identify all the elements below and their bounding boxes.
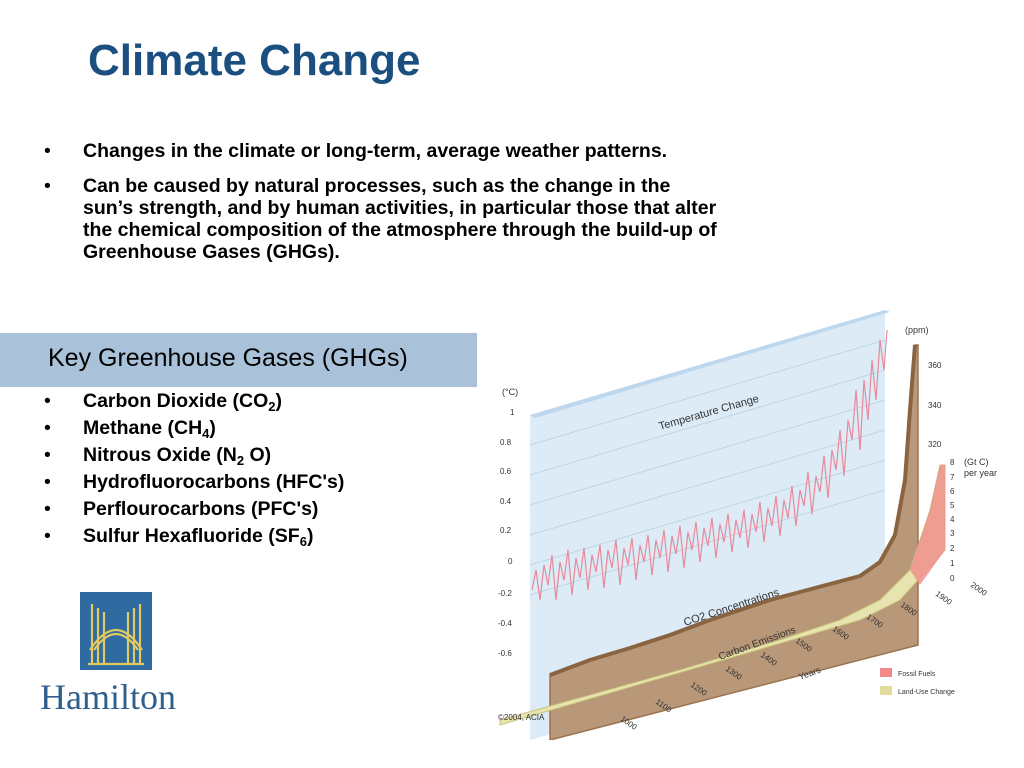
bullet-dot: • xyxy=(44,444,51,466)
co2-ribbon-top xyxy=(549,344,917,677)
ghg-item: • Perflourocarbons (PFC's) xyxy=(44,496,344,523)
ghg-item: • Hydrofluorocarbons (HFC's) xyxy=(44,469,344,496)
slide-title: Climate Change xyxy=(88,36,421,85)
figure-credit: ©2004, ACIA xyxy=(498,713,545,722)
bullet-text: Can be caused by natural processes, such… xyxy=(83,175,717,263)
ghg-item-tail: ) xyxy=(275,390,283,412)
temp-tick: -0.4 xyxy=(498,619,512,628)
gtc-tick: 0 xyxy=(950,574,955,583)
ghg-item-text: Methane (CH xyxy=(83,417,203,439)
gtc-tick: 3 xyxy=(950,529,955,538)
gtc-tick: 7 xyxy=(950,473,955,482)
gtc-tick: 8 xyxy=(950,458,955,467)
ghg-item-subscript: 4 xyxy=(202,426,210,441)
gtc-ticks: 8 7 6 5 4 3 2 1 0 xyxy=(950,458,955,583)
ghg-item-text: Sulfur Hexafluoride (SF xyxy=(83,525,300,547)
intro-bullets: • Changes in the climate or long-term, av… xyxy=(44,140,724,276)
logo-arch-icon xyxy=(88,604,144,666)
bullet-dot: • xyxy=(44,175,51,197)
gtc-tick: 5 xyxy=(950,501,955,510)
temp-tick: 0 xyxy=(508,557,513,566)
temp-tick: 0.8 xyxy=(500,438,512,447)
bullet-dot: • xyxy=(44,390,51,412)
gtc-tick: 1 xyxy=(950,559,955,568)
ghg-item-text: Hydrofluorocarbons (HFC's) xyxy=(83,471,345,493)
bullet-dot: • xyxy=(44,417,51,439)
ghg-item-text: Perflourocarbons (PFC's) xyxy=(83,498,319,520)
hamilton-logo-icon xyxy=(80,592,152,670)
temp-ticks: 1 0.8 0.6 0.4 0.2 0 -0.2 -0.4 -0.6 xyxy=(498,408,515,658)
ghg-item-text: Nitrous Oxide (N xyxy=(83,444,237,466)
ghg-item-text: Carbon Dioxide (CO xyxy=(83,390,269,412)
ppm-tick: 320 xyxy=(928,440,942,449)
ghg-item: • Carbon Dioxide (CO2) xyxy=(44,388,344,415)
legend-swatch-fossil xyxy=(880,668,892,677)
ghg-item: • Sulfur Hexafluoride (SF6) xyxy=(44,523,344,550)
ghg-item-tail: ) xyxy=(209,417,216,439)
temp-unit-label: (°C) xyxy=(502,387,518,397)
temp-tick: 1 xyxy=(510,408,515,417)
ghg-item-tail: O) xyxy=(244,444,272,466)
temp-tick: -0.6 xyxy=(498,649,512,658)
bullet-dot: • xyxy=(44,140,51,162)
figure-legend: Fossil Fuels Land-Use Change xyxy=(880,668,955,696)
ghg-item: • Methane (CH4) xyxy=(44,415,344,442)
ghg-heading-band xyxy=(0,333,477,387)
bullet-item: • Can be caused by natural processes, suc… xyxy=(44,175,724,263)
ghg-heading: Key Greenhouse Gases (GHGs) xyxy=(48,344,408,372)
ghg-item-tail: ) xyxy=(306,525,314,547)
bullet-item: • Changes in the climate or long-term, av… xyxy=(44,140,724,162)
temp-tick: 0.2 xyxy=(500,526,512,535)
fossil-fuel-wedge xyxy=(910,465,945,585)
ghg-item: • Nitrous Oxide (N2 O) xyxy=(44,442,344,469)
year-tick: 2000 xyxy=(969,580,989,598)
legend-swatch-landuse xyxy=(880,686,892,695)
gtc-tick: 2 xyxy=(950,544,955,553)
ghg-item-subscript: 2 xyxy=(236,453,245,468)
ppm-unit-label: (ppm) xyxy=(905,325,929,335)
ppm-tick: 340 xyxy=(928,401,942,410)
gtc-unit-label: (Gt C) xyxy=(964,457,989,467)
temperature-line xyxy=(531,329,888,601)
year-tick: 1900 xyxy=(934,589,954,607)
bullet-dot: • xyxy=(44,498,51,520)
logo-wordmark: Hamilton xyxy=(40,677,176,717)
temp-tick: 0.4 xyxy=(500,497,512,506)
ghg-item-subscript: 6 xyxy=(299,534,307,549)
temperature-panel-edge xyxy=(530,310,890,418)
legend-label: Fossil Fuels xyxy=(898,671,936,678)
bullet-dot: • xyxy=(44,525,51,547)
temp-tick: -0.2 xyxy=(498,589,512,598)
ppm-tick: 360 xyxy=(928,361,942,370)
ppm-ticks: 360 340 320 xyxy=(928,361,942,449)
bullet-text: Changes in the climate or long-term, ave… xyxy=(83,140,668,162)
gtc-tick: 6 xyxy=(950,487,955,496)
bullet-dot: • xyxy=(44,471,51,493)
gtc-tick: 4 xyxy=(950,515,955,524)
ghg-item-subscript: 2 xyxy=(268,399,276,414)
temp-tick: 0.6 xyxy=(500,467,512,476)
legend-label: Land-Use Change xyxy=(898,689,955,696)
gtc-unit-label-2: per year xyxy=(964,468,997,478)
ghg-list: • Carbon Dioxide (CO2) • Methane (CH4) • Ni… xyxy=(44,388,344,550)
climate-figure: Temperature Change CO2 Concentrations Ca… xyxy=(498,310,997,740)
